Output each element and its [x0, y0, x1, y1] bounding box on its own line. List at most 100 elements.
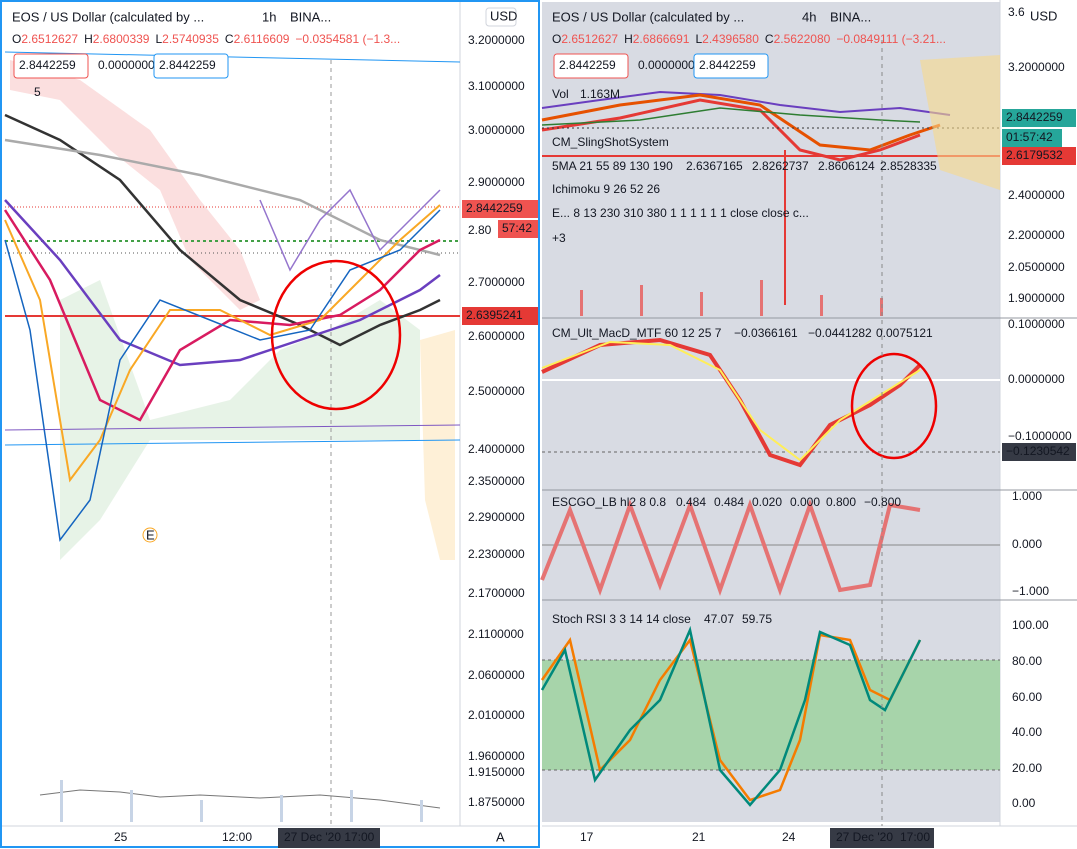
- indicator: CM_SlingShotSystem: [552, 135, 669, 149]
- exchange: BINA...: [830, 9, 871, 24]
- currency-box: [485, 7, 517, 27]
- ohlc-label: H: [624, 32, 633, 46]
- field: 0.0000000: [638, 58, 695, 72]
- macd-value: 0.0075121: [876, 326, 933, 340]
- auto-scale: A: [496, 829, 505, 844]
- field: 2.8442259: [559, 58, 616, 72]
- countdown-tag-bg: [498, 220, 538, 238]
- price-label: 2.0500000: [1008, 260, 1065, 274]
- price-label: 2.2900000: [468, 510, 525, 524]
- stoch-axis: 100.00: [1012, 618, 1049, 632]
- symbol: EOS / US Dollar (calculated by ...: [552, 9, 744, 24]
- line-price-tag-bg: [1002, 147, 1076, 165]
- price-label: 3.2000000: [468, 33, 525, 47]
- price-label: 1.8750000: [468, 795, 525, 809]
- crosshair-time: 27 Dec '20 17:00: [284, 830, 375, 844]
- macd-crosshair: −0.1230542: [1006, 444, 1070, 458]
- ohlc-value: 2.6866691: [633, 32, 690, 46]
- field: 2.8442259: [19, 58, 76, 72]
- interval: 1h: [262, 9, 276, 24]
- macd-crosshair-bg: [1002, 443, 1076, 461]
- ma-value: 2.8606124: [818, 159, 875, 173]
- line-price-tag-bg: [462, 307, 538, 325]
- macd-axis: 0.0000000: [1008, 372, 1065, 386]
- time-label: 24: [782, 830, 796, 844]
- exchange: BINA...: [290, 9, 331, 24]
- stoch-axis: 20.00: [1012, 761, 1042, 775]
- countdown-tag: 01:57:42: [1006, 130, 1053, 144]
- last-price-tag-bg: [462, 200, 538, 218]
- ohlc-label: C: [765, 32, 774, 46]
- ohlc: O2.6512627 H2.6866691 L2.4396580 C2.5622080…: [552, 32, 946, 46]
- ohlc-value: 2.5622080: [774, 32, 831, 46]
- last-price-tag-bg: [1002, 109, 1076, 127]
- ma-value: 2.8262737: [752, 159, 809, 173]
- escgo-value: 0.484: [714, 495, 744, 509]
- crosshair-date: 27 Dec '20: [836, 830, 893, 844]
- ohlc-change: −0.0849111 (−3.21...: [836, 32, 946, 46]
- escgo-axis: −1.000: [1012, 584, 1049, 598]
- time-label: 12:00: [222, 830, 252, 844]
- ohlc-value: 2.6512627: [561, 32, 618, 46]
- ohlc-label: O: [12, 32, 21, 46]
- interval-badge: 5: [34, 85, 41, 99]
- ohlc-change: −0.0354581 (−1.3...: [295, 32, 400, 46]
- left-chart-drawing: [3, 51, 461, 826]
- escgo-value: −0.800: [864, 495, 901, 509]
- crosshair-time-bg: [278, 828, 380, 848]
- ohlc-label: L: [155, 32, 162, 46]
- field-box: [693, 53, 769, 79]
- price-label: 2.2000000: [1008, 228, 1065, 242]
- time-label: 17: [580, 830, 594, 844]
- ohlc-label: C: [225, 32, 234, 46]
- price-label: 2.4000000: [1008, 188, 1065, 202]
- price-label: 2.2300000: [468, 547, 525, 561]
- escgo-axis: 0.000: [1012, 537, 1042, 551]
- price-label: 2.9000000: [468, 175, 525, 189]
- ohlc-value: 2.6512627: [21, 32, 78, 46]
- stoch-axis: 80.00: [1012, 654, 1042, 668]
- time-label: 21: [692, 830, 706, 844]
- price-label: 3.0000000: [468, 123, 525, 137]
- stoch-axis: 0.00: [1012, 796, 1036, 810]
- ohlc-label: O: [552, 32, 561, 46]
- price-label: 3.1000000: [468, 79, 525, 93]
- ohlc-value: 2.5740935: [162, 32, 219, 46]
- stoch-value: 47.07: [704, 612, 734, 626]
- field: 2.8442259: [699, 58, 756, 72]
- escgo-value: 0.020: [752, 495, 782, 509]
- pane-separators: [542, 317, 1077, 601]
- countdown-tag: 57:42: [502, 221, 532, 235]
- ohlc: O2.6512627 H2.6800339 L2.5740935 C2.6116609…: [12, 32, 400, 46]
- partial-price: 2.80: [468, 223, 492, 237]
- price-label: 2.1700000: [468, 586, 525, 600]
- ma-value: 2.8528335: [880, 159, 937, 173]
- price-label: 2.7000000: [468, 275, 525, 289]
- macd-title: CM_Ult_MacD_MTF 60 12 25 7: [552, 326, 722, 340]
- currency: USD: [490, 8, 517, 23]
- macd-axis: 0.1000000: [1008, 317, 1065, 331]
- price-label: 2.3500000: [468, 474, 525, 488]
- line-price-tag: 2.6395241: [466, 308, 523, 322]
- price-label: 1.9000000: [1008, 291, 1065, 305]
- field: 2.8442259: [159, 58, 216, 72]
- field-box: [153, 53, 229, 79]
- price-label: 2.0600000: [468, 668, 525, 682]
- interval: 4h: [802, 9, 816, 24]
- escgo-value: 0.484: [676, 495, 706, 509]
- stoch-title: Stoch RSI 3 3 14 14 close: [552, 612, 691, 626]
- price-label: 2.5000000: [468, 384, 525, 398]
- ohlc-label: H: [84, 32, 93, 46]
- escgo-axis: 1.000: [1012, 489, 1042, 503]
- vol-label: Vol: [552, 87, 569, 101]
- price-label: 3.2000000: [1008, 60, 1065, 74]
- price-label: 1.9600000: [468, 749, 525, 763]
- escgo-value: 0.000: [790, 495, 820, 509]
- crosshair-time-bg: [830, 828, 934, 848]
- stoch-value: 59.75: [742, 612, 772, 626]
- price-label: 3.6: [1008, 5, 1025, 19]
- macd-axis: −0.1000000: [1008, 429, 1072, 443]
- field-box: [553, 53, 629, 79]
- currency: USD: [1030, 8, 1057, 23]
